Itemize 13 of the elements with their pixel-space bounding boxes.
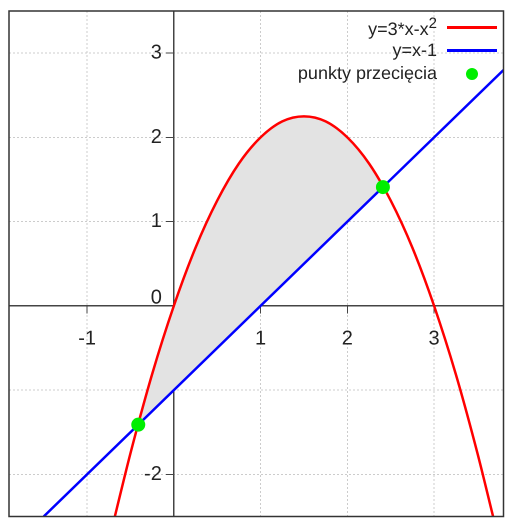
x-tick-label: -1 bbox=[78, 327, 96, 350]
legend-label: punkty przecięcia bbox=[298, 63, 437, 84]
y-tick-label: -2 bbox=[144, 462, 162, 485]
line-series bbox=[114, 115, 494, 516]
x-tick-label: 1 bbox=[255, 327, 266, 350]
y-tick-label: 3 bbox=[150, 42, 162, 64]
x-tick-label: 2 bbox=[342, 327, 353, 350]
legend-label: y=3*x-x$^{2}$ bbox=[368, 15, 437, 40]
y-tick-label: 0 bbox=[150, 286, 162, 308]
y-tick-label: 1 bbox=[150, 210, 162, 232]
x-tick-label: 3 bbox=[428, 327, 440, 350]
legend-label: y=x-1 bbox=[392, 40, 437, 61]
y-tick-label: 2 bbox=[150, 126, 162, 148]
